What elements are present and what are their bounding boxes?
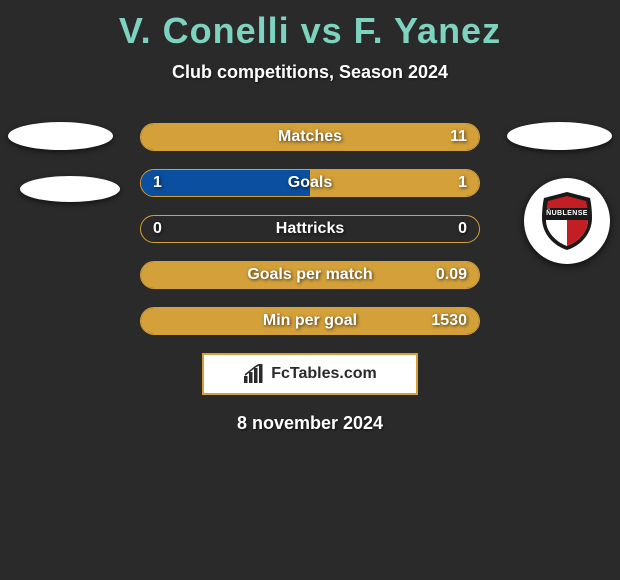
- stats-container: Matches111Goals10Hattricks0Goals per mat…: [0, 123, 620, 335]
- brand-text: FcTables.com: [271, 365, 377, 383]
- stat-row: Goals per match 0.09: [140, 261, 480, 289]
- stat-label: Min per goal: [263, 312, 357, 330]
- brand-chart-icon: [243, 364, 265, 384]
- stat-value-right: 0: [458, 220, 467, 238]
- stat-label: Matches: [278, 128, 342, 146]
- stat-label: Goals: [288, 174, 332, 192]
- stat-row: 0 Hattricks 0: [140, 215, 480, 243]
- stat-row: Min per goal 1530: [140, 307, 480, 335]
- stat-value-right: 0.09: [436, 266, 467, 284]
- stat-value-right: 1: [458, 174, 467, 192]
- page-subtitle: Club competitions, Season 2024: [0, 62, 620, 83]
- stat-row: 1 Goals 1: [140, 169, 480, 197]
- page-title: V. Conelli vs F. Yanez: [0, 0, 620, 52]
- stat-value-right: 1530: [431, 312, 467, 330]
- stat-value-left: 0: [153, 220, 162, 238]
- stat-label: Goals per match: [247, 266, 372, 284]
- snapshot-date: 8 november 2024: [0, 413, 620, 434]
- stat-value-left: 1: [153, 174, 162, 192]
- brand-badge[interactable]: FcTables.com: [202, 353, 418, 395]
- stat-row: Matches 11: [140, 123, 480, 151]
- stat-value-right: 11: [450, 128, 467, 146]
- stat-label: Hattricks: [276, 220, 344, 238]
